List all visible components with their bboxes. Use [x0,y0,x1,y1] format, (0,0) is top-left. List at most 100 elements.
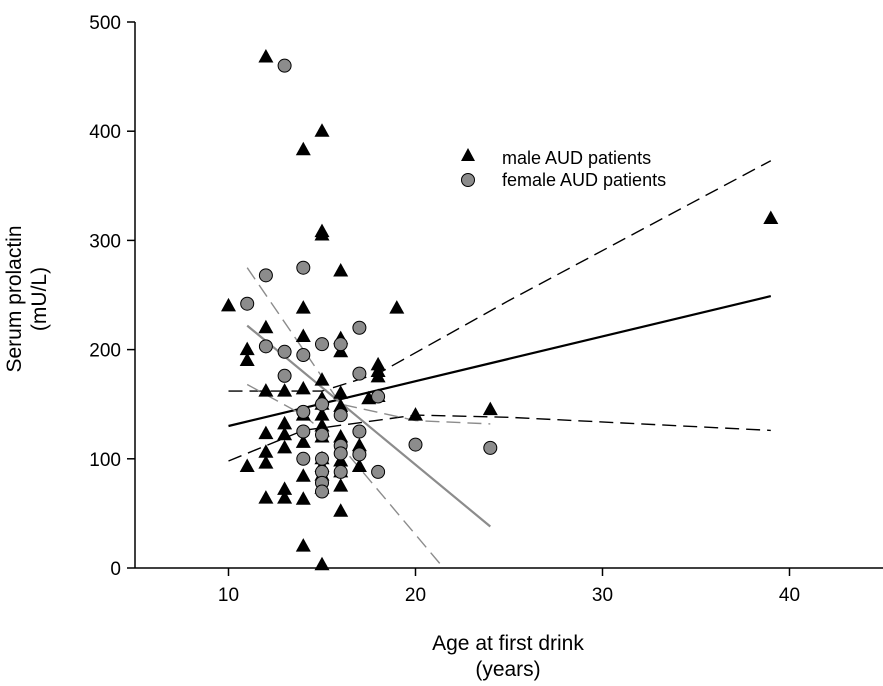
female-data-point [296,260,311,275]
male-data-point [333,385,349,399]
x-tick-label: 10 [218,585,239,606]
male-fit-line [228,295,772,428]
male-data-point [277,383,293,397]
female-data-point [408,437,423,452]
female-data-point [371,464,386,479]
female-data-point [315,427,329,442]
male-data-point [258,455,274,469]
y-axis-title-line2: (mU/L) [28,267,51,331]
x-tick-label: 30 [592,585,613,606]
female-data-point [296,348,311,363]
female-data-point [352,447,367,462]
female-data-point [315,397,329,412]
female-data-point [258,339,273,354]
female-data-point [333,408,348,423]
female-data-point [371,389,386,404]
data-points [221,48,779,571]
male-data-point [277,490,293,504]
male-data-point [370,368,386,383]
male-data-point [314,418,330,432]
regression-lines [228,160,772,569]
female-data-point [315,451,329,466]
legend-female-label: female AUD patients [502,170,666,190]
male-data-point [314,372,330,386]
female-data-point [296,404,311,419]
male-data-point [258,425,274,440]
male-data-point [239,458,255,472]
male-data-point [295,491,311,505]
male-data-point [258,490,274,504]
y-tick-label: 500 [89,13,121,34]
legend: male AUD patients female AUD patients [461,148,666,190]
male-data-point [295,538,311,552]
y-tick-label: 100 [89,450,121,471]
female-data-point [315,484,329,499]
male-data-point [351,458,367,472]
female-data-point [240,296,255,311]
male-data-point [295,328,311,342]
male-data-point [482,401,498,416]
female-data-point [277,344,292,359]
male-data-point [277,426,293,441]
male-data-point [277,415,293,430]
male-ci-lower-line [228,414,771,462]
female-ci-upper-line [246,267,491,425]
y-axis-title-line1: Serum prolactin [3,225,26,372]
y-tick-label: 300 [89,231,121,252]
male-data-point [258,319,274,334]
male-data-point [314,556,330,571]
y-tick-label: 200 [89,341,121,362]
female-data-point [333,337,348,352]
legend-male-marker-icon [461,148,475,161]
male-data-point [221,297,236,312]
male-data-point [333,398,349,412]
legend-female-marker-icon [461,173,475,187]
male-data-point [333,503,349,517]
y-axis-ticks: 0 100 200 300 400 500 [89,13,135,580]
female-data-point [277,58,292,73]
male-data-point [314,407,330,421]
male-data-point [295,468,311,482]
y-tick-label: 0 [110,559,121,580]
male-data-point [258,383,274,397]
x-tick-label: 40 [779,585,800,606]
male-data-point [277,439,293,454]
female-fit-line [246,324,492,528]
y-tick-label: 400 [89,122,121,143]
female-data-point [352,366,367,381]
male-data-point [314,123,330,137]
female-data-point [296,424,311,439]
female-data-point [333,446,348,461]
female-data-point [483,440,498,455]
x-axis-title-line1: Age at first drink [432,632,584,655]
female-data-point [296,451,311,466]
male-data-point [258,444,274,458]
male-data-point [258,48,274,63]
male-data-point [389,300,405,314]
female-data-point [258,268,273,283]
x-axis-title-line2: (years) [475,658,540,681]
male-data-point [239,341,255,356]
female-data-point [277,368,292,383]
male-data-point [333,478,349,492]
male-data-point [295,380,311,395]
female-data-point [352,320,367,335]
x-axis-ticks: 10 20 30 40 [218,568,800,606]
male-data-point [277,481,293,495]
male-data-point [314,226,330,241]
male-data-point [408,407,423,421]
female-data-point [315,337,329,352]
male-data-point [333,428,349,443]
male-data-point [295,300,311,314]
male-data-point [295,434,311,448]
male-data-point [763,210,779,225]
male-data-point [333,262,349,277]
male-data-point [295,141,311,156]
legend-male-label: male AUD patients [502,148,651,168]
male-data-point [351,437,367,452]
x-tick-label: 20 [405,585,426,606]
female-data-point [333,464,348,479]
male-data-point [239,352,255,367]
female-data-point [352,424,367,439]
